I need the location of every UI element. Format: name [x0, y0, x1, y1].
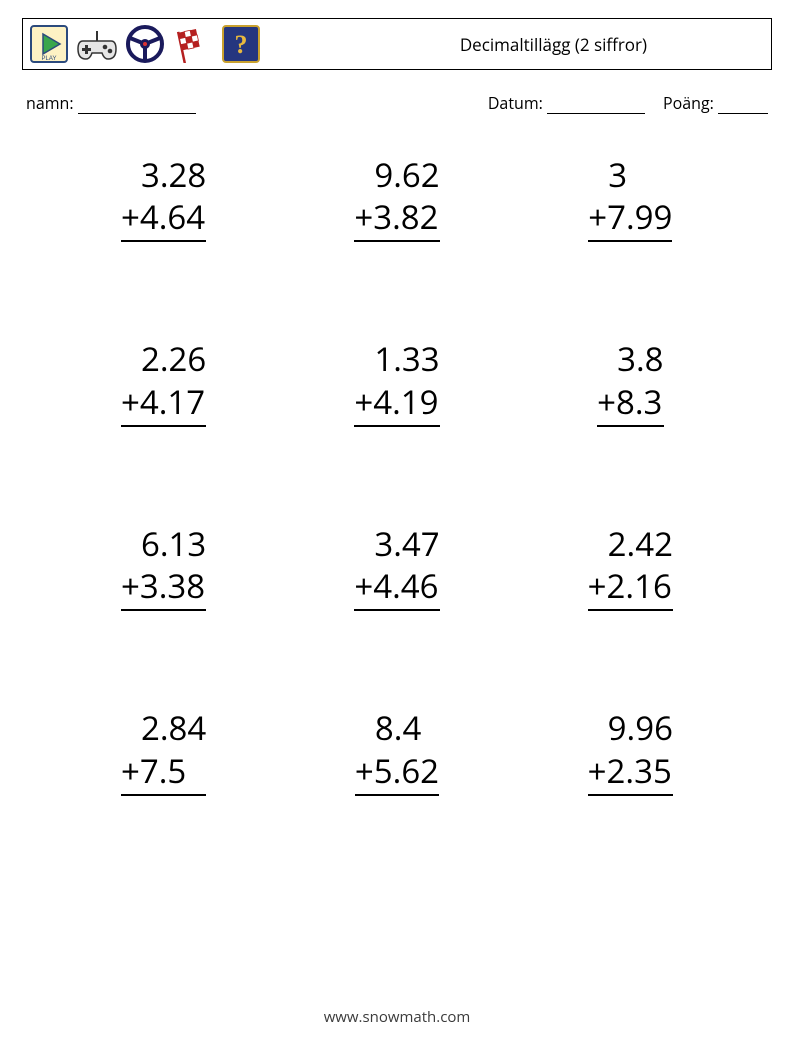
operand-b: +4.19	[354, 381, 439, 427]
meta-row: namn: Datum: Poäng:	[22, 92, 772, 114]
problem-1: 3.28+4.64	[52, 154, 275, 242]
problem-7: 6.13+3.38	[52, 523, 275, 611]
operand-b: +7.5	[121, 750, 206, 796]
gamepad-icon[interactable]	[77, 24, 117, 64]
operand-a: 2.84	[121, 707, 206, 749]
race-flag-icon[interactable]	[173, 24, 213, 64]
worksheet-title: Decimaltillägg (2 siffror)	[460, 33, 765, 56]
operand-b: +8.3	[597, 381, 663, 427]
play-icon[interactable]: PLAY	[29, 24, 69, 64]
footer: www.snowmath.com	[0, 1007, 794, 1027]
operand-a: 9.96	[588, 707, 673, 749]
operand-b: +4.46	[354, 565, 439, 611]
problem-9: 2.42+2.16	[519, 523, 742, 611]
score-field: Poäng:	[663, 92, 768, 114]
date-blank[interactable]	[547, 98, 645, 114]
problem-8: 3.47+4.46	[285, 523, 508, 611]
problem-4: 2.26+4.17	[52, 338, 275, 426]
operand-a: 3	[588, 154, 672, 196]
icon-strip: PLAY ?	[29, 24, 261, 64]
svg-text:PLAY: PLAY	[42, 56, 57, 62]
operand-b: +5.62	[355, 750, 439, 796]
operand-b: +4.17	[121, 381, 206, 427]
worksheet-page: PLAY ? Decimaltillägg (2 siffror) namn: …	[0, 0, 794, 1053]
operand-b: +2.35	[588, 750, 673, 796]
problem-2: 9.62+3.82	[285, 154, 508, 242]
problem-3: 3+7.99	[519, 154, 742, 242]
date-label: Datum:	[488, 92, 543, 114]
header-bar: PLAY ? Decimaltillägg (2 siffror)	[22, 18, 772, 70]
problem-5: 1.33+4.19	[285, 338, 508, 426]
operand-a: 1.33	[354, 338, 439, 380]
operand-b: +4.64	[121, 196, 206, 242]
name-blank[interactable]	[78, 98, 196, 114]
name-label: namn:	[26, 92, 74, 114]
operand-a: 3.28	[121, 154, 206, 196]
operand-a: 2.26	[121, 338, 206, 380]
footer-link[interactable]: www.snowmath.com	[324, 1007, 471, 1027]
operand-b: +3.38	[121, 565, 206, 611]
operand-a: 6.13	[121, 523, 206, 565]
problem-11: 8.4+5.62	[285, 707, 508, 795]
question-icon[interactable]: ?	[221, 24, 261, 64]
problems-grid: 3.28+4.649.62+3.823+7.992.26+4.171.33+4.…	[22, 154, 772, 796]
operand-b: +7.99	[588, 196, 672, 242]
score-blank[interactable]	[718, 98, 768, 114]
name-field: namn:	[26, 92, 196, 114]
problem-6: 3.8+8.3	[519, 338, 742, 426]
operand-a: 8.4	[355, 707, 439, 749]
operand-b: +3.82	[354, 196, 439, 242]
problem-10: 2.84+7.5	[52, 707, 275, 795]
svg-text:?: ?	[235, 30, 248, 59]
operand-a: 9.62	[354, 154, 439, 196]
score-label: Poäng:	[663, 92, 714, 114]
problem-12: 9.96+2.35	[519, 707, 742, 795]
operand-a: 3.8	[597, 338, 663, 380]
operand-b: +2.16	[588, 565, 673, 611]
operand-a: 2.42	[588, 523, 673, 565]
operand-a: 3.47	[354, 523, 439, 565]
date-field: Datum:	[488, 92, 645, 114]
steering-wheel-icon[interactable]	[125, 24, 165, 64]
